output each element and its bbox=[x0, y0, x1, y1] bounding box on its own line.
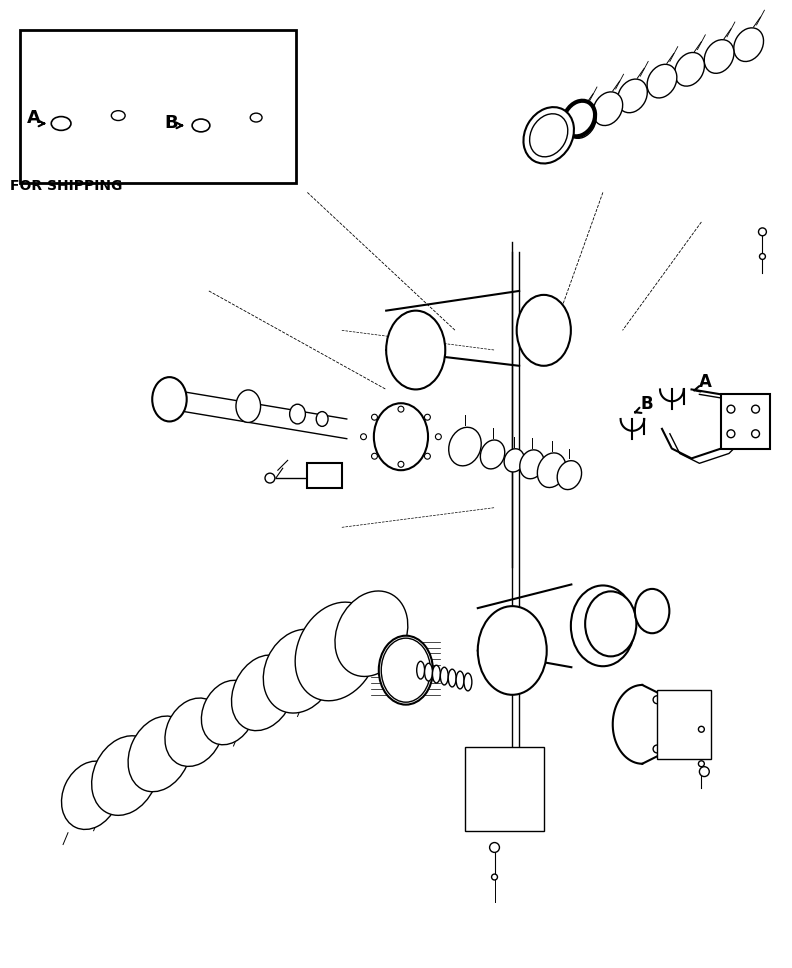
Ellipse shape bbox=[250, 113, 262, 122]
Ellipse shape bbox=[464, 673, 472, 691]
Ellipse shape bbox=[558, 461, 581, 490]
Ellipse shape bbox=[335, 591, 408, 677]
Circle shape bbox=[752, 406, 760, 413]
Circle shape bbox=[398, 407, 404, 412]
Circle shape bbox=[727, 430, 735, 438]
Ellipse shape bbox=[432, 665, 440, 683]
Ellipse shape bbox=[425, 663, 432, 681]
Ellipse shape bbox=[537, 453, 566, 488]
Ellipse shape bbox=[563, 101, 595, 136]
Ellipse shape bbox=[733, 28, 763, 62]
Ellipse shape bbox=[449, 427, 482, 466]
Ellipse shape bbox=[704, 40, 734, 74]
Ellipse shape bbox=[92, 736, 158, 815]
Ellipse shape bbox=[374, 404, 428, 470]
Ellipse shape bbox=[290, 405, 306, 424]
Circle shape bbox=[699, 726, 704, 732]
Bar bbox=[307, 464, 342, 488]
Circle shape bbox=[492, 874, 497, 880]
Ellipse shape bbox=[165, 698, 223, 767]
Ellipse shape bbox=[571, 586, 635, 666]
Ellipse shape bbox=[647, 64, 677, 98]
Text: B: B bbox=[165, 114, 178, 133]
Bar bbox=[657, 690, 711, 759]
Circle shape bbox=[699, 761, 704, 767]
Ellipse shape bbox=[263, 629, 336, 713]
Ellipse shape bbox=[192, 119, 210, 132]
Ellipse shape bbox=[505, 449, 524, 472]
Ellipse shape bbox=[478, 606, 546, 695]
Text: A: A bbox=[699, 374, 712, 391]
Bar bbox=[20, 30, 295, 183]
Ellipse shape bbox=[381, 638, 431, 702]
Circle shape bbox=[436, 434, 441, 439]
Ellipse shape bbox=[128, 716, 191, 792]
Circle shape bbox=[371, 453, 378, 459]
Ellipse shape bbox=[618, 79, 647, 112]
Ellipse shape bbox=[316, 411, 328, 426]
Ellipse shape bbox=[152, 378, 187, 421]
Ellipse shape bbox=[566, 105, 596, 138]
Ellipse shape bbox=[524, 107, 574, 164]
Circle shape bbox=[425, 414, 430, 420]
Ellipse shape bbox=[231, 655, 295, 731]
Ellipse shape bbox=[440, 667, 448, 685]
Ellipse shape bbox=[417, 661, 425, 679]
Ellipse shape bbox=[516, 295, 571, 366]
Circle shape bbox=[752, 430, 760, 438]
Circle shape bbox=[360, 434, 367, 439]
Ellipse shape bbox=[201, 681, 256, 744]
Circle shape bbox=[398, 462, 404, 468]
Circle shape bbox=[699, 767, 710, 776]
Ellipse shape bbox=[51, 116, 71, 131]
Bar bbox=[721, 394, 771, 448]
Ellipse shape bbox=[379, 636, 433, 705]
Text: FOR SHIPPING: FOR SHIPPING bbox=[10, 179, 122, 194]
Circle shape bbox=[265, 473, 275, 483]
Ellipse shape bbox=[386, 311, 445, 389]
Ellipse shape bbox=[295, 602, 379, 701]
Ellipse shape bbox=[481, 440, 505, 469]
Circle shape bbox=[653, 696, 661, 704]
Ellipse shape bbox=[112, 110, 125, 121]
Bar bbox=[465, 747, 544, 831]
Ellipse shape bbox=[456, 671, 464, 689]
Circle shape bbox=[760, 254, 765, 259]
Circle shape bbox=[653, 745, 661, 753]
Ellipse shape bbox=[236, 390, 261, 422]
Ellipse shape bbox=[593, 92, 623, 126]
Text: B: B bbox=[640, 395, 653, 413]
Text: A: A bbox=[27, 109, 40, 128]
Circle shape bbox=[759, 227, 767, 236]
Ellipse shape bbox=[675, 52, 704, 86]
Ellipse shape bbox=[585, 591, 636, 656]
Ellipse shape bbox=[448, 669, 456, 687]
Ellipse shape bbox=[530, 114, 568, 157]
Circle shape bbox=[425, 453, 430, 459]
Circle shape bbox=[371, 414, 378, 420]
Circle shape bbox=[727, 406, 735, 413]
Ellipse shape bbox=[520, 450, 544, 479]
Circle shape bbox=[489, 842, 500, 853]
Ellipse shape bbox=[62, 761, 120, 830]
Ellipse shape bbox=[635, 589, 669, 633]
